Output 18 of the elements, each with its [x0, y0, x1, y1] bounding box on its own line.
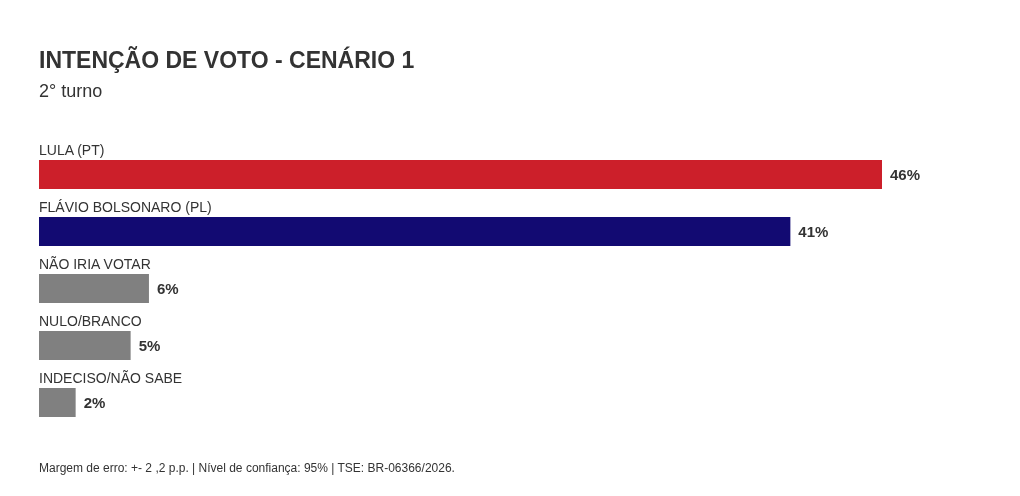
- y-tick-label: LULA (PT): [39, 142, 105, 158]
- y-tick-label: NULO/BRANCO: [39, 313, 142, 329]
- y-tick-label: INDECISO/NÃO SABE: [39, 370, 183, 386]
- data-label: 46%: [890, 165, 921, 183]
- data-label: 6%: [156, 279, 179, 297]
- data-label: 41%: [798, 222, 829, 240]
- bar: [39, 217, 791, 246]
- bar: [39, 388, 76, 417]
- data-label: 5%: [138, 336, 161, 354]
- bar: [39, 274, 149, 303]
- bar: [39, 331, 131, 360]
- bar: [39, 160, 882, 189]
- chart-subtitle: 2° turno: [39, 81, 103, 101]
- y-tick-label: NÃO IRIA VOTAR: [39, 256, 151, 272]
- y-tick-label: FLÁVIO BOLSONARO (PL): [39, 199, 212, 215]
- text: Margem de erro: +- 2 ,2 p.p. | Nível de confiança: 95% | TSE: BR-06366/2026.: [39, 461, 455, 475]
- chart-title: INTENÇÃO DE VOTO - CENÁRIO 1: [39, 46, 415, 73]
- data-label: 2%: [83, 393, 106, 411]
